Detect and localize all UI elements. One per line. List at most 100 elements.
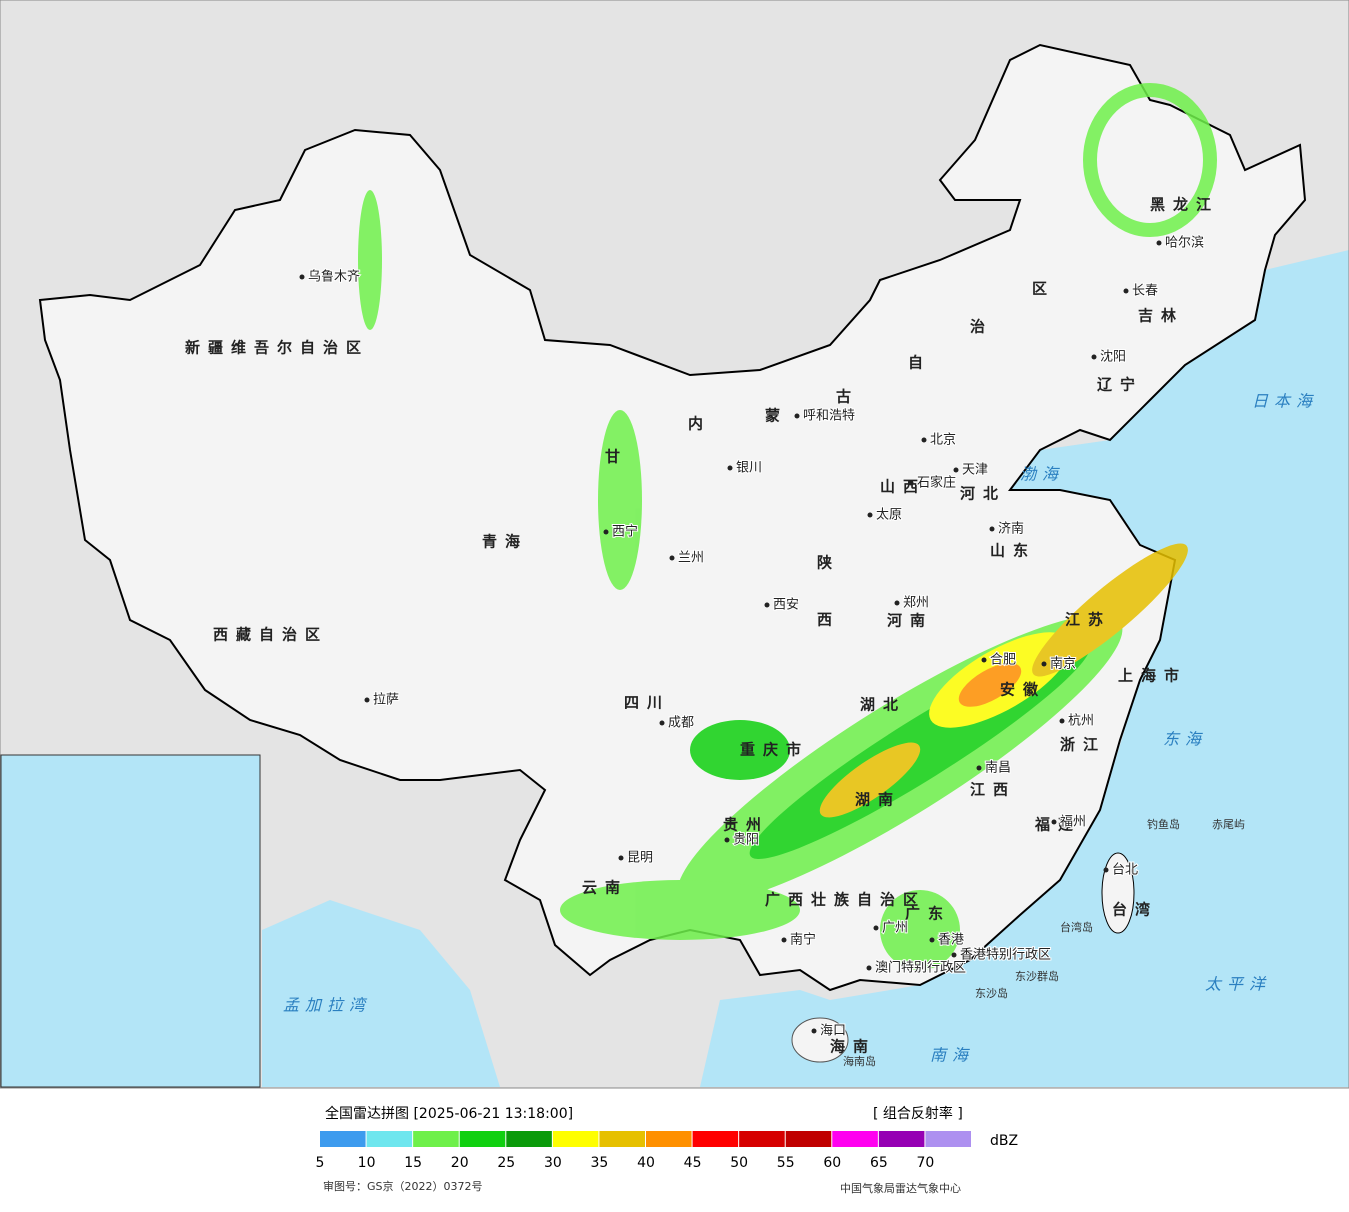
legend-swatch — [646, 1131, 692, 1147]
legend-swatch — [692, 1131, 739, 1147]
citie-label: 澳门特别行政区 — [875, 960, 966, 976]
province-label: 台湾 — [1112, 901, 1158, 919]
province-label: 甘 — [605, 448, 628, 466]
legend-swatch — [413, 1131, 459, 1147]
citie-label: 香港 — [938, 933, 964, 948]
city-marker — [908, 480, 914, 486]
province-label: 湖北 — [860, 696, 906, 714]
citie-label: 西宁 — [612, 524, 638, 540]
province-label: 吉林 — [1138, 307, 1184, 325]
citie-label: 台北 — [1112, 863, 1138, 878]
province-label: 区 — [1032, 280, 1055, 298]
province-label: 山东 — [990, 542, 1036, 560]
legend-swatch — [739, 1131, 785, 1147]
province-label: 新疆维吾尔自治区 — [185, 339, 369, 357]
city-marker — [873, 925, 879, 931]
legend-swatch — [785, 1131, 832, 1147]
citie-label: 沈阳 — [1100, 350, 1126, 365]
province-label: 云南 — [582, 879, 628, 897]
province-label: 河北 — [960, 485, 1006, 503]
sea-label: 东海 — [1163, 730, 1207, 749]
island-label: 东沙群岛 — [1015, 969, 1059, 983]
city-marker — [724, 837, 730, 843]
citie-label: 北京 — [930, 433, 956, 448]
legend-swatch — [320, 1131, 366, 1147]
province-label: 浙江 — [1060, 736, 1106, 754]
city-marker — [894, 600, 900, 606]
sea — [700, 250, 1349, 1087]
city-marker — [659, 720, 665, 726]
city-marker — [1123, 288, 1129, 294]
legend-swatch — [366, 1131, 413, 1147]
province-label: 青海 — [482, 533, 528, 551]
product-label: [ 组合反射率 ] — [873, 1105, 963, 1122]
city-marker — [929, 937, 935, 943]
city-marker — [1091, 354, 1097, 360]
map-title: 全国雷达拼图 [2025-06-21 13:18:00] — [325, 1105, 573, 1122]
sea-label: 渤海 — [1020, 465, 1064, 484]
city-marker — [989, 526, 995, 532]
province-label: 江苏 — [1065, 611, 1111, 629]
taiwan-island — [1101, 852, 1135, 934]
province-label: 湖南 — [855, 791, 901, 809]
province-label: 治 — [970, 318, 993, 336]
source: 中国气象局雷达气象中心 — [840, 1181, 961, 1195]
city-marker — [618, 855, 624, 861]
province-label: 福建 — [1034, 816, 1081, 834]
legend-tick-label: 50 — [730, 1155, 748, 1171]
legend-tick-label: 20 — [451, 1155, 469, 1171]
province-label: 山西 — [880, 478, 926, 496]
province-label: 江西 — [970, 781, 1016, 799]
sea-label: 太平洋 — [1205, 975, 1271, 994]
legend-tick-label: 45 — [684, 1155, 702, 1171]
legend-tick-label: 35 — [591, 1155, 609, 1171]
province-label: 西 — [817, 611, 840, 629]
citie-label: 福州 — [1060, 815, 1086, 830]
legend-tick-label: 10 — [358, 1155, 376, 1171]
legend-swatch — [878, 1131, 925, 1147]
radar-echoes — [358, 83, 1217, 970]
map-frame — [0, 0, 1349, 1089]
city-marker — [764, 602, 770, 608]
citie-label: 济南 — [998, 521, 1024, 537]
citie-label: 南昌 — [985, 760, 1011, 776]
sea-label: 南海 — [930, 1046, 974, 1065]
citie-label: 香港特别行政区 — [960, 948, 1051, 963]
province-label: 四川 — [624, 694, 670, 712]
citie-label: 南宁 — [790, 932, 816, 948]
city-marker — [1051, 819, 1057, 825]
province-label: 黑龙江 — [1150, 196, 1219, 214]
city-marker — [669, 555, 675, 561]
citie-label: 合肥 — [990, 653, 1016, 668]
citie-label: 石家庄 — [917, 475, 956, 491]
island-label: 台湾岛 — [1060, 920, 1093, 934]
legend-swatch — [925, 1131, 971, 1147]
city-marker — [981, 657, 987, 663]
legend-tick-label: 65 — [870, 1155, 888, 1171]
province-label: 陕 — [817, 554, 840, 572]
city-marker — [811, 1028, 817, 1034]
citie-label: 兰州 — [678, 551, 704, 566]
legend-unit: dBZ — [990, 1133, 1018, 1149]
island-label: 钓鱼岛 — [1147, 817, 1180, 831]
legend-tick-label: 60 — [823, 1155, 841, 1171]
bay-of-bengal — [262, 900, 500, 1087]
city-marker — [953, 467, 959, 473]
legend-tick-label: 70 — [917, 1155, 935, 1171]
province-label: 古 — [836, 388, 859, 406]
citie-label: 乌鲁木齐 — [308, 269, 360, 285]
city-marker — [364, 697, 370, 703]
citie-label: 太原 — [876, 508, 902, 523]
legend-tick-label: 30 — [544, 1155, 562, 1171]
city-marker — [1041, 661, 1047, 667]
citie-label: 南京 — [1050, 656, 1076, 672]
province-label: 安徽 — [1000, 681, 1046, 699]
legend-tick-label: 15 — [404, 1155, 422, 1171]
citie-label: 长春 — [1132, 284, 1158, 299]
city-marker — [976, 765, 982, 771]
citie-label: 广州 — [882, 921, 908, 936]
legend-swatch — [552, 1131, 599, 1147]
citie-label: 西安 — [773, 598, 799, 613]
citie-label: 贵阳 — [733, 833, 759, 848]
citie-label: 银川 — [736, 461, 762, 476]
